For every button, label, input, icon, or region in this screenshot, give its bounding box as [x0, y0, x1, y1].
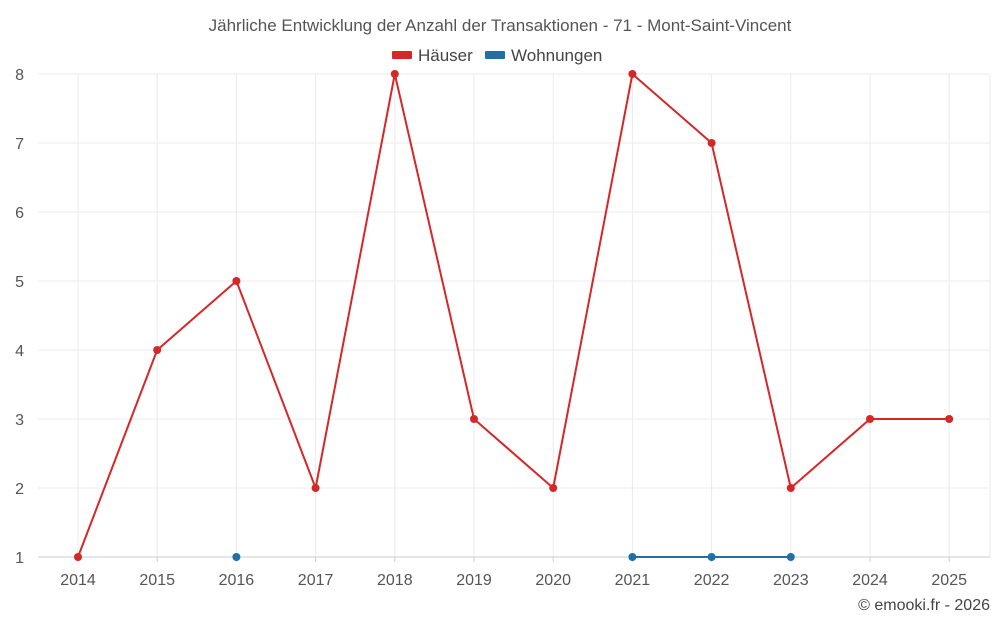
x-tick-label: 2016 — [219, 572, 255, 589]
y-tick-label: 7 — [15, 136, 24, 153]
x-tick-label: 2024 — [852, 572, 888, 589]
legend-swatch-wohnungen — [485, 51, 505, 59]
credit-text: © emooki.fr - 2026 — [858, 597, 990, 614]
data-point-wohnungen-2023[interactable] — [786, 553, 795, 561]
y-tick-label: 1 — [15, 550, 24, 567]
y-tick-label: 2 — [15, 481, 24, 498]
data-point-haeuser-2024[interactable] — [866, 415, 874, 423]
x-tick-label: 2019 — [456, 572, 492, 589]
x-tick-label: 2018 — [377, 572, 413, 589]
data-point-wohnungen-2022[interactable] — [707, 553, 716, 561]
data-point-haeuser-2025[interactable] — [945, 415, 954, 423]
legend-item-wohnungen[interactable]: Wohnungen — [485, 46, 602, 65]
series-line-haeuser — [77, 73, 950, 558]
data-point-haeuser-2023[interactable] — [786, 484, 795, 492]
y-tick-label: 6 — [15, 205, 24, 222]
y-tick-label: 4 — [15, 343, 24, 360]
data-point-haeuser-2020[interactable] — [549, 484, 558, 492]
x-tick-label: 2023 — [773, 572, 809, 589]
legend-item-haeuser[interactable]: Häuser — [392, 46, 473, 65]
x-tick-label: 2015 — [139, 572, 175, 589]
x-tick-label: 2014 — [60, 572, 96, 589]
legend-label-haeuser: Häuser — [418, 46, 473, 65]
data-point-haeuser-2018[interactable] — [390, 70, 399, 78]
series-haeuser — [74, 70, 954, 561]
y-tick-label: 5 — [15, 274, 24, 291]
data-point-haeuser-2017[interactable] — [311, 484, 320, 492]
data-point-haeuser-2014[interactable] — [74, 553, 82, 561]
x-tick-label: 2025 — [931, 572, 967, 589]
grid — [38, 73, 991, 557]
legend: Häuser Wohnungen — [392, 46, 602, 65]
series-wohnungen — [232, 553, 795, 561]
data-point-haeuser-2022[interactable] — [707, 139, 716, 147]
data-point-wohnungen-2016[interactable] — [232, 553, 241, 561]
x-tick-label: 2020 — [535, 572, 571, 589]
data-point-haeuser-2016[interactable] — [232, 277, 241, 285]
legend-label-wohnungen: Wohnungen — [511, 46, 602, 65]
chart-title: Jährliche Entwicklung der Anzahl der Tra… — [209, 16, 792, 35]
data-point-haeuser-2015[interactable] — [153, 346, 162, 354]
data-point-haeuser-2021[interactable] — [628, 70, 637, 78]
data-point-wohnungen-2021[interactable] — [628, 553, 637, 561]
x-tick-label: 2017 — [298, 572, 334, 589]
series — [74, 70, 954, 561]
data-point-haeuser-2019[interactable] — [470, 415, 478, 423]
y-tick-label: 8 — [15, 67, 24, 84]
legend-swatch-haeuser — [392, 51, 412, 59]
y-tick-label: 3 — [15, 412, 24, 429]
x-tick-label: 2022 — [694, 572, 730, 589]
x-tick-label: 2021 — [615, 572, 651, 589]
axes: 1 2 3 4 5 6 7 8 2014 2015 2016 2017 2018 2019 2020 2021… — [15, 67, 990, 589]
